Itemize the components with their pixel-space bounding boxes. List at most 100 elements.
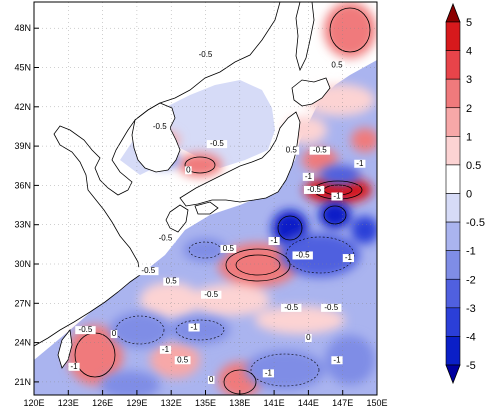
contour-label: -1 <box>162 345 170 354</box>
contour-label-bg <box>174 356 191 365</box>
colorbar-box <box>445 221 461 251</box>
contour-label: 0 <box>209 375 214 384</box>
lat-tick-label: 30N <box>14 259 31 269</box>
lat-tick-label: 45N <box>14 63 31 73</box>
lat-tick-label: 21N <box>14 377 31 387</box>
contour-label-bg <box>321 303 342 312</box>
colorbar-label: 0.5 <box>466 160 481 172</box>
gridlines <box>34 2 377 395</box>
lon-tick-label: 141E <box>264 398 285 408</box>
lon-tick-label: 144E <box>298 398 319 408</box>
colorbar-box <box>445 307 461 337</box>
contour-label: -0.5 <box>284 303 298 312</box>
contour-label-bg <box>220 244 237 253</box>
lon-tick-label: 126E <box>92 398 113 408</box>
colorbar-box <box>445 336 461 366</box>
contour-label: -1 <box>305 172 313 181</box>
contour-label-bg <box>159 345 172 354</box>
colorbar-box <box>445 78 461 109</box>
colorbar-bottom-arrow <box>445 364 461 385</box>
contour-label-bg <box>155 234 176 243</box>
contour-label: -0.5 <box>141 266 155 275</box>
colorbar-label: 0 <box>466 189 472 201</box>
colorbar-box <box>445 278 461 309</box>
contour-label: 0.5 <box>177 355 189 364</box>
shikoku <box>194 201 219 215</box>
contour-label: 0.5 <box>286 146 298 155</box>
contour-label-bg <box>331 356 343 365</box>
contour-label: -1 <box>70 362 78 371</box>
longitude-axis: 120E 123E 126E 129E 132E 135E 138E 141E 144E 147E… <box>23 390 388 408</box>
colorbar-label: 2 <box>466 103 472 115</box>
colorbar-box <box>445 21 461 51</box>
contour-label-bg <box>302 172 314 181</box>
contour-label-bg <box>331 192 343 201</box>
contour-label-bg <box>68 362 80 371</box>
contour-label: -1 <box>333 355 341 364</box>
lat-tick-label: 24N <box>14 338 31 348</box>
contour-label: -0.5 <box>307 185 321 194</box>
contour-label: -1 <box>265 368 273 377</box>
contour-label-bg <box>110 330 118 339</box>
contour-label: -0.5 <box>199 50 213 59</box>
latitude-axis: 21N 24N 27N 30N 33N 36N 39N 42N 45N 48N <box>14 23 39 387</box>
colorbar-label: -2 <box>466 274 476 286</box>
hokkaido <box>291 77 331 107</box>
colorbar-box <box>445 107 461 137</box>
contour-label: -0.5 <box>210 139 224 148</box>
colorbar-label: -4 <box>466 331 476 343</box>
contour-label-bg <box>163 277 180 286</box>
contour-label-bg <box>207 375 215 384</box>
contour-label: -0.5 <box>296 250 310 259</box>
contour-lines <box>74 7 371 395</box>
contour-label: 0 <box>306 333 311 342</box>
colorbar-label: 1 <box>466 131 472 143</box>
contour-label-bg <box>283 146 300 155</box>
contour-label-bg <box>309 146 331 155</box>
contour-label: -0.5 <box>153 122 167 131</box>
contour-label: 0 <box>112 329 117 338</box>
contour-label-bg <box>305 333 312 342</box>
colorbar-label: -5 <box>466 360 476 372</box>
colorbar-label: 3 <box>466 74 472 86</box>
contour-label-bg <box>188 323 200 332</box>
colorbar-box <box>445 164 461 194</box>
mainland <box>34 2 281 347</box>
colorbar-label: -3 <box>466 303 476 315</box>
contour-label-bg <box>206 140 228 149</box>
contour-label-bg <box>201 290 222 299</box>
contour-label: -0.5 <box>159 233 173 242</box>
contour-label: -1 <box>333 192 341 201</box>
colorbar-box <box>445 250 461 280</box>
lat-tick-label: 36N <box>14 180 31 190</box>
lat-tick-label: 33N <box>14 220 31 230</box>
taiwan <box>57 329 73 369</box>
contour-label-bg <box>342 254 355 263</box>
coastlines <box>34 2 331 369</box>
colorbar-box <box>445 193 461 223</box>
contour-label-bg <box>75 326 96 335</box>
contour-label-bg <box>292 251 313 260</box>
contour-label-bg <box>138 267 159 276</box>
contour-label: -1 <box>191 323 199 332</box>
kyushu <box>165 204 189 233</box>
anomaly-field: 0.5 -0.5 -0.5 -0.5 0 0.5 -0.5 -1 -1 -0.5 -1 -0.5 -1 0… <box>34 2 377 395</box>
colorbar-box <box>445 50 461 80</box>
contour-label-bg <box>303 185 325 194</box>
lat-tick-label: 48N <box>14 23 31 33</box>
contour-label: -0.5 <box>79 325 93 334</box>
lon-tick-label: 132E <box>161 398 182 408</box>
contour-label: -1 <box>271 236 279 245</box>
colorbar-box <box>445 136 461 166</box>
contour-label: 0.5 <box>166 277 178 286</box>
lon-tick-label: 135E <box>195 398 216 408</box>
contour-label: -0.5 <box>324 303 338 312</box>
contour-label-bg <box>329 61 345 70</box>
contour-label: 0 <box>186 165 191 174</box>
lon-tick-label: 150E <box>366 398 387 408</box>
contour-label: -0.5 <box>204 290 218 299</box>
contour-label: 0.5 <box>331 61 343 70</box>
contour-label: -1 <box>356 159 364 168</box>
korea <box>131 102 181 173</box>
